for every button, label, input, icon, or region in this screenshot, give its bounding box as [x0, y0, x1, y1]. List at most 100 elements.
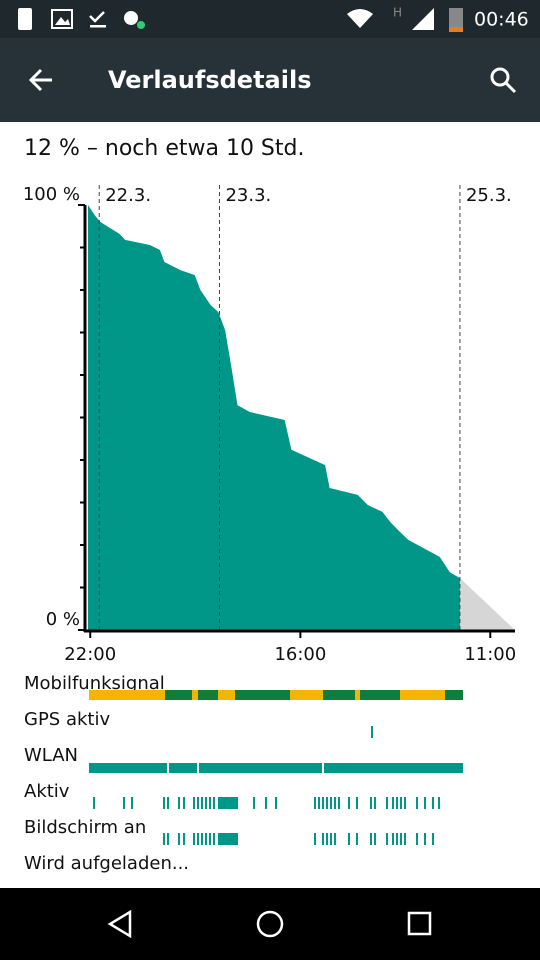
screen-tick: [226, 833, 228, 845]
screen-tick: [228, 833, 230, 845]
screen-tick: [370, 833, 372, 845]
search-button[interactable]: [490, 67, 517, 94]
screen-tick: [193, 833, 195, 845]
x-tick-label: 22:00: [64, 644, 116, 665]
active-tick: [275, 797, 277, 809]
nav-home[interactable]: [256, 910, 284, 938]
active-tick: [183, 797, 185, 809]
active-tick: [424, 797, 426, 809]
wlan-gap: [167, 763, 169, 773]
nav-back[interactable]: [107, 909, 132, 939]
signal-rows: Mobilfunksignal GPS aktiv WLAN Aktiv Bildsch…: [24, 673, 463, 874]
screen-tick: [220, 833, 222, 845]
signal-segment: [89, 690, 165, 700]
screen-tick: [224, 833, 226, 845]
signal-segment: [192, 690, 198, 700]
active-tick: [230, 797, 232, 809]
signal-segment: [198, 690, 218, 700]
active-tick: [93, 797, 95, 809]
row-label: Bildschirm an: [24, 817, 146, 838]
row-label: Mobilfunksignal: [24, 673, 165, 694]
active-tick: [314, 797, 316, 809]
active-tick: [253, 797, 255, 809]
screen-tick: [322, 833, 324, 845]
active-tick: [404, 797, 406, 809]
active-tick: [265, 797, 267, 809]
screen-tick: [348, 833, 350, 845]
date-label: 23.3.: [225, 185, 271, 206]
active-tick: [348, 797, 350, 809]
screen-tick: [197, 833, 199, 845]
date-label: 25.3.: [466, 185, 512, 206]
active-tick: [123, 797, 125, 809]
screen-tick: [205, 833, 207, 845]
battery-chart: 22.3. 23.3. 25.3. 0 % 100 % 22:00 16:00 11:00: [23, 184, 516, 665]
wlan-gap: [197, 763, 199, 773]
screen-tick: [424, 833, 426, 845]
screen-tick: [326, 833, 328, 845]
status-icons: [18, 8, 463, 32]
clock: 00:46: [474, 9, 529, 31]
active-tick: [222, 797, 224, 809]
active-tick: [232, 797, 234, 809]
y-tick-label: 100 %: [23, 184, 80, 205]
screen-tick: [396, 833, 398, 845]
screen-tick: [386, 833, 388, 845]
screen-tick: [404, 833, 406, 845]
screen-tick: [432, 833, 434, 845]
row-label: GPS aktiv: [24, 709, 110, 730]
gps-tick: [371, 726, 373, 738]
active-tick: [226, 797, 228, 809]
screen-tick: [230, 833, 232, 845]
screen-tick: [392, 833, 394, 845]
active-tick: [234, 797, 236, 809]
active-tick: [318, 797, 320, 809]
y-tick-label: 0 %: [46, 609, 80, 630]
network-type: H: [393, 6, 402, 20]
active-tick: [416, 797, 418, 809]
battery-projection: [459, 578, 515, 630]
active-tick: [334, 797, 336, 809]
screen-tick: [201, 833, 203, 845]
active-tick: [400, 797, 402, 809]
active-tick: [330, 797, 332, 809]
row-label: WLAN: [24, 745, 78, 766]
screen-tick: [222, 833, 224, 845]
nav-bar: [0, 888, 540, 960]
wlan-bar: [89, 763, 463, 773]
active-tick: [236, 797, 238, 809]
active-tick: [224, 797, 226, 809]
app-bar: [0, 38, 540, 122]
signal-segment: [235, 690, 290, 700]
active-tick: [438, 797, 440, 809]
active-tick: [167, 797, 169, 809]
screen-tick: [209, 833, 211, 845]
active-tick: [209, 797, 211, 809]
active-tick: [131, 797, 133, 809]
active-tick: [392, 797, 394, 809]
screen-tick: [236, 833, 238, 845]
active-tick: [374, 797, 376, 809]
active-tick: [326, 797, 328, 809]
active-tick: [197, 797, 199, 809]
nav-recents[interactable]: [407, 911, 432, 936]
screen-tick: [400, 833, 402, 845]
wlan-gap: [322, 763, 324, 773]
active-tick: [356, 797, 358, 809]
app-title: Verlaufsdetails: [108, 66, 311, 94]
back-button[interactable]: [28, 68, 52, 92]
screen-tick: [356, 833, 358, 845]
screen-tick: [314, 833, 316, 845]
active-tick: [163, 797, 165, 809]
active-tick: [370, 797, 372, 809]
screen-tick: [167, 833, 169, 845]
screen-tick: [374, 833, 376, 845]
x-tick-label: 16:00: [274, 644, 326, 665]
active-tick: [218, 797, 220, 809]
signal-segment: [355, 690, 360, 700]
active-tick: [228, 797, 230, 809]
summary: 12 % – noch etwa 10 Std.: [24, 136, 304, 161]
active-tick: [220, 797, 222, 809]
date-label: 22.3.: [105, 185, 151, 206]
x-tick-label: 11:00: [464, 644, 516, 665]
